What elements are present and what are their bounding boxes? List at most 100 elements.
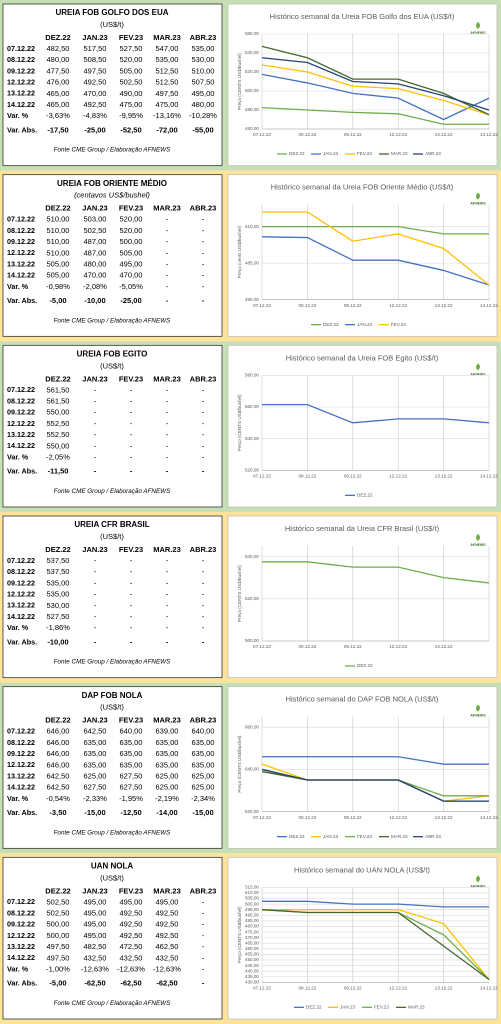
table-cell: -12,63% xyxy=(81,965,109,974)
table-cell: - xyxy=(166,601,169,610)
series-line xyxy=(261,106,489,125)
table-cell: - xyxy=(202,556,205,565)
x-tick-label: 14.12.22 xyxy=(480,986,498,991)
x-tick-label: 09.12.22 xyxy=(344,644,362,649)
table-cell: 432,50 xyxy=(84,953,107,962)
row-label: 07.12.22 xyxy=(7,44,35,53)
table-cell: 462,50 xyxy=(156,942,179,951)
table-cell: -2,34% xyxy=(191,794,215,803)
table-cell: - xyxy=(94,623,97,632)
x-tick-label: 07.12.22 xyxy=(253,644,271,649)
legend-label: ABR.23 xyxy=(425,834,441,839)
table-cell: 500,00 xyxy=(120,237,143,246)
series-line xyxy=(261,64,490,116)
column-header: MAR.23 xyxy=(153,545,181,554)
row-label: 12.12.22 xyxy=(7,931,35,940)
y-tick-label: 640,00 xyxy=(245,767,259,772)
column-header: DEZ.22 xyxy=(45,374,70,383)
table-cell: - xyxy=(166,215,169,224)
table-cell: - xyxy=(94,590,97,599)
table-cell: - xyxy=(202,259,205,268)
table-cell: -10,00 xyxy=(84,296,105,305)
table-cell: 495,00 xyxy=(120,259,143,268)
y-axis-label: Preço (cents US$/bushel) xyxy=(237,226,242,279)
table-source: Fonte CME Group / Elaboração AFNEWS xyxy=(54,488,171,495)
y-tick-label: 480,00 xyxy=(245,107,259,112)
table-cell: 480,00 xyxy=(192,100,215,109)
row-label: 07.12.22 xyxy=(7,215,35,224)
table-cell: 646,00 xyxy=(47,727,70,736)
table-title: UREIA FOB EGITO xyxy=(77,349,148,358)
legend-label: DEZ.22 xyxy=(357,493,373,498)
table-cell: 520,00 xyxy=(120,55,143,64)
x-tick-label: 13.12.22 xyxy=(435,815,453,820)
table-unit: (US$/t) xyxy=(100,20,124,29)
column-header: FEV.23 xyxy=(119,716,143,725)
table-cell: -5,05% xyxy=(119,282,143,291)
table-cell: - xyxy=(202,567,205,576)
y-tick-label: 520,00 xyxy=(245,69,259,74)
table-cell: - xyxy=(202,282,205,291)
table-cell: 492,50 xyxy=(120,920,143,929)
legend-label: DEZ.22 xyxy=(357,663,373,668)
table-cell: -52,50 xyxy=(120,125,141,134)
table-cell: -3,50 xyxy=(49,808,66,817)
table-unit: (US$/t) xyxy=(100,532,124,541)
column-header: FEV.23 xyxy=(119,374,143,383)
table-title: DAP FOB NOLA xyxy=(82,691,143,700)
table-cell: 537,50 xyxy=(47,567,70,576)
table-cell: 480,00 xyxy=(84,259,107,268)
table-unit: (US$/t) xyxy=(100,873,124,882)
table-box xyxy=(2,344,223,508)
x-tick-label: 08.12.22 xyxy=(298,815,316,820)
column-header: FEV.23 xyxy=(119,545,143,554)
logo-leaf xyxy=(476,704,480,712)
table-cell: 627,50 xyxy=(84,783,107,792)
table-cell: 530,00 xyxy=(192,55,215,64)
row-label: 14.12.22 xyxy=(7,271,35,280)
table-cell: - xyxy=(94,612,97,621)
column-header: JAN.23 xyxy=(82,33,107,42)
table-cell: -13,16% xyxy=(153,111,181,120)
y-tick-label: 620,00 xyxy=(245,809,259,814)
table-cell: - xyxy=(166,282,169,291)
logo: AFNEWS xyxy=(470,543,486,547)
table-cell: -4,83% xyxy=(83,111,107,120)
table-cell: 492,50 xyxy=(84,78,107,87)
x-tick-label: 08.12.22 xyxy=(298,474,316,479)
table-cell: 552,50 xyxy=(47,430,70,439)
table-cell: 470,00 xyxy=(120,271,143,280)
table-cell: -10,28% xyxy=(189,111,217,120)
table-cell: 492,50 xyxy=(120,931,143,940)
x-tick-label: 07.12.22 xyxy=(253,132,271,137)
table-cell: -25,00 xyxy=(84,125,105,134)
table-cell: - xyxy=(202,897,205,906)
table-cell: 635,00 xyxy=(156,749,179,758)
table-cell: - xyxy=(202,612,205,621)
table-cell: 535,00 xyxy=(47,578,70,587)
y-tick-label: 520,00 xyxy=(245,468,259,473)
table-cell: 535,00 xyxy=(156,55,179,64)
table-cell: 635,00 xyxy=(156,738,179,747)
table-cell: 520,00 xyxy=(120,215,143,224)
legend-label: FEV.23 xyxy=(357,834,372,839)
table-cell: 625,00 xyxy=(192,783,215,792)
x-tick-label: 07.12.22 xyxy=(253,815,271,820)
logo: AFNEWS xyxy=(470,714,486,718)
row-label: Var. Abs. xyxy=(7,637,37,646)
table-cell: 500,00 xyxy=(47,931,70,940)
row-label: 09.12.22 xyxy=(7,237,35,246)
table-cell: -2,05% xyxy=(46,453,70,462)
table-unit: (centavos US$/bushel) xyxy=(74,191,150,200)
table-cell: - xyxy=(130,637,133,646)
x-tick-label: 12.12.22 xyxy=(389,986,407,991)
table-cell: 561,50 xyxy=(47,385,70,394)
x-tick-label: 12.12.22 xyxy=(389,474,407,479)
table-cell: -55,00 xyxy=(192,125,213,134)
table-cell: -2,19% xyxy=(155,794,179,803)
table-cell: - xyxy=(166,226,169,235)
series-line xyxy=(262,756,489,765)
row-label: 13.12.22 xyxy=(7,601,35,610)
logo: AFNEWS xyxy=(470,202,486,206)
table-cell: - xyxy=(166,556,169,565)
